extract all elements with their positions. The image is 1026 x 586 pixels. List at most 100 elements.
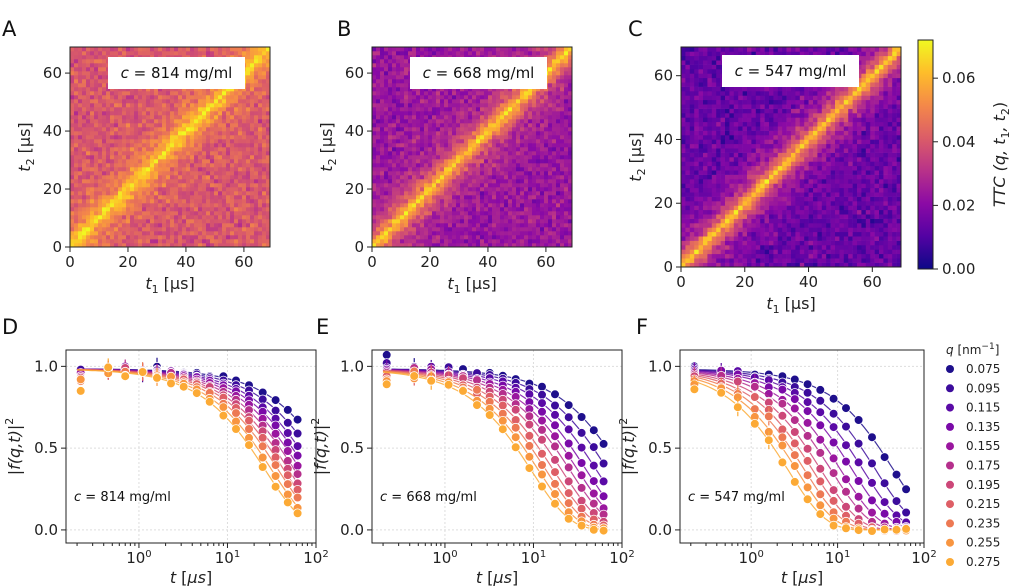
heatmap-cell <box>444 99 449 104</box>
heatmap-cell <box>170 131 175 136</box>
heatmap-cell <box>74 71 79 76</box>
heatmap-cell <box>74 55 79 60</box>
heatmap-cell <box>396 71 401 76</box>
heatmap-cell <box>210 91 215 96</box>
heatmap-cell <box>126 167 131 172</box>
heatmap-cell <box>114 179 119 184</box>
heatmap-cell <box>222 199 227 204</box>
heatmap-cell <box>102 147 107 152</box>
heatmap-cell <box>452 135 457 140</box>
heatmap-cell <box>250 123 255 128</box>
heatmap-cell <box>242 179 247 184</box>
heatmap-cell <box>436 91 441 96</box>
heatmap-cell <box>186 227 191 232</box>
heatmap-cell <box>222 139 227 144</box>
heatmap-cell <box>218 195 223 200</box>
heatmap-pixels <box>70 47 271 248</box>
heatmap-cell <box>532 187 537 192</box>
heatmap-cell <box>544 231 549 236</box>
heatmap-cell <box>568 55 573 60</box>
heatmap-cell <box>548 143 553 148</box>
heatmap-cell <box>504 231 509 236</box>
heatmap-cell <box>254 151 259 156</box>
heatmap-cell <box>500 167 505 172</box>
heatmap-cell <box>540 203 545 208</box>
heatmap-cell <box>376 83 381 88</box>
heatmap-cell <box>548 51 553 56</box>
heatmap-cell <box>206 123 211 128</box>
heatmap-cell <box>404 163 409 168</box>
heatmap-cell <box>262 179 267 184</box>
heatmap-cell <box>210 147 215 152</box>
heatmap-cell <box>234 107 239 112</box>
heatmap-cell <box>94 231 99 236</box>
heatmap-cell <box>70 223 75 228</box>
heatmap-cell <box>516 187 521 192</box>
heatmap-cell <box>186 151 191 156</box>
heatmap-cell <box>548 211 553 216</box>
heatmap-cell <box>472 51 477 56</box>
heatmap-cell <box>218 219 223 224</box>
heatmap-cell <box>372 147 377 152</box>
heatmap-cell <box>246 99 251 104</box>
heatmap-cell <box>82 175 87 180</box>
heatmap-cell <box>488 223 493 228</box>
heatmap-cell <box>250 87 255 92</box>
heatmap-cell <box>238 159 243 164</box>
heatmap-cell <box>150 211 155 216</box>
heatmap-cell <box>384 79 389 84</box>
heatmap-cell <box>146 175 151 180</box>
heatmap-cell <box>94 79 99 84</box>
heatmap-cell <box>508 171 513 176</box>
heatmap-cell <box>142 231 147 236</box>
heatmap-cell <box>480 127 485 132</box>
heatmap-cell <box>226 219 231 224</box>
heatmap-cell <box>246 147 251 152</box>
heatmap-cell <box>504 163 509 168</box>
heatmap-cell <box>266 99 271 104</box>
heatmap-cell <box>524 147 529 152</box>
heatmap-cell <box>266 111 271 116</box>
heatmap-cell <box>90 107 95 112</box>
heatmap-cell <box>174 199 179 204</box>
heatmap-cell <box>564 119 569 124</box>
heatmap-cell <box>122 123 127 128</box>
heatmap-cell <box>186 119 191 124</box>
heatmap-cell <box>94 135 99 140</box>
heatmap-cell <box>198 215 203 220</box>
heatmap-cell <box>416 215 421 220</box>
heatmap-cell <box>202 115 207 120</box>
heatmap-cell <box>186 139 191 144</box>
heatmap-cell <box>90 171 95 176</box>
heatmap-cell <box>508 107 513 112</box>
heatmap-cell <box>86 103 91 108</box>
heatmap-cell <box>416 183 421 188</box>
heatmap-cell <box>166 219 171 224</box>
heatmap-cell <box>548 195 553 200</box>
heatmap-cell <box>138 231 143 236</box>
heatmap-cell <box>186 163 191 168</box>
heatmap-cell <box>428 187 433 192</box>
heatmap-cell <box>424 163 429 168</box>
heatmap-cell <box>408 127 413 132</box>
heatmap-cell <box>520 215 525 220</box>
heatmap-cell <box>266 47 271 52</box>
heatmap-cell <box>142 95 147 100</box>
heatmap-cell <box>258 231 263 236</box>
heatmap-cell <box>544 215 549 220</box>
heatmap-cell <box>194 147 199 152</box>
heatmap-cell <box>568 131 573 136</box>
heatmap-cell <box>404 95 409 100</box>
heatmap-cell <box>556 127 561 132</box>
heatmap-cell <box>102 227 107 232</box>
heatmap-cell <box>460 103 465 108</box>
heatmap-cell <box>134 139 139 144</box>
heatmap-cell <box>226 51 231 56</box>
heatmap-cell <box>516 219 521 224</box>
heatmap-cell <box>560 131 565 136</box>
heatmap-cell <box>262 111 267 116</box>
heatmap-cell <box>460 95 465 100</box>
heatmap-cell <box>476 103 481 108</box>
heatmap-cell <box>130 115 135 120</box>
heatmap-cell <box>408 191 413 196</box>
